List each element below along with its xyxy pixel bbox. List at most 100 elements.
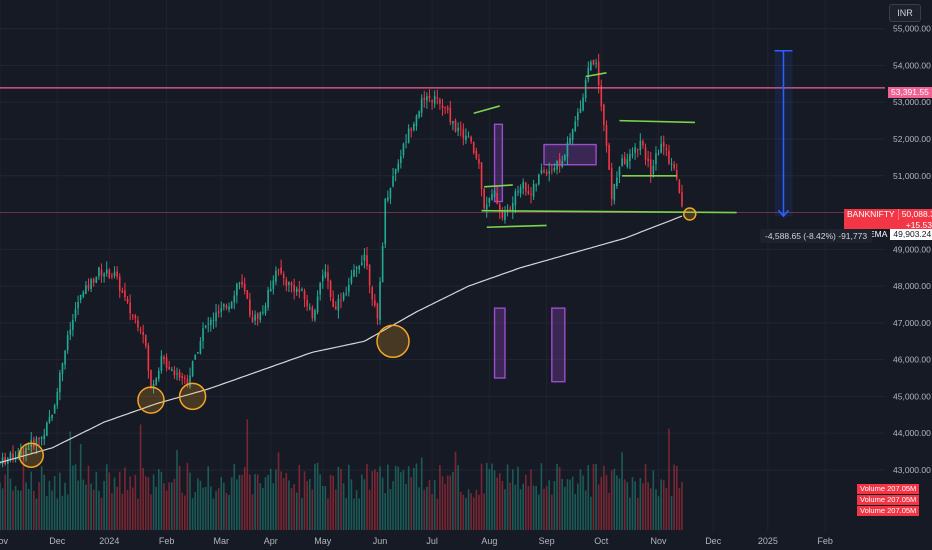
volume-bar (618, 478, 621, 530)
candle (441, 105, 444, 108)
candle (288, 282, 290, 285)
volume-bar (306, 481, 308, 530)
price-tick-label: 51,000.00 (893, 171, 931, 181)
volume-bar (184, 495, 186, 530)
volume-bar (592, 463, 595, 530)
volume-bar (433, 480, 436, 530)
time-tick-label: May (314, 536, 332, 546)
volume-bar (319, 474, 321, 530)
volume-bar (254, 474, 256, 530)
candle (118, 276, 121, 291)
highlight-circle[interactable] (683, 207, 697, 221)
highlight-box[interactable] (493, 123, 504, 203)
candle (111, 275, 113, 277)
ema-last-price: 49,903.24 (893, 229, 932, 239)
volume-bar (160, 471, 163, 530)
volume-bar (475, 489, 478, 530)
volume-bar (40, 466, 43, 530)
currency-selector[interactable]: INR (889, 4, 921, 22)
volume-bar (405, 484, 407, 530)
candle (590, 62, 592, 71)
trend-line[interactable] (473, 105, 500, 115)
price-axis[interactable]: 55,000.00 54,000.00 53,000.00 52,000.00 51,0… (893, 24, 931, 475)
candle (150, 369, 152, 388)
support-lines[interactable] (473, 72, 737, 229)
volume-bar (262, 488, 264, 530)
highlight-boxes[interactable] (493, 123, 597, 383)
price-tick-label: 46,000.00 (893, 355, 931, 365)
trend-line[interactable] (585, 72, 607, 78)
candle (223, 304, 225, 307)
candle (95, 276, 98, 283)
highlight-circle[interactable] (18, 442, 44, 468)
candle (269, 288, 272, 292)
ema-line (0, 215, 683, 464)
volume-bar (540, 463, 543, 530)
volume-bar (251, 494, 254, 530)
volume-bar (587, 465, 590, 530)
highlight-circle[interactable] (137, 386, 165, 414)
volume-bar (225, 492, 228, 530)
volume-bar (639, 478, 642, 530)
candle (173, 370, 176, 376)
volume-bar (124, 467, 126, 530)
volume-bar (374, 469, 376, 530)
highlight-box[interactable] (551, 307, 566, 383)
horizontal-lines[interactable] (0, 87, 885, 213)
volume-bar (631, 477, 634, 530)
volume-bar (7, 457, 9, 530)
candle (321, 275, 324, 282)
candle (124, 290, 126, 298)
resistance-price-tag: 53,391.55 (888, 87, 932, 98)
candle (197, 352, 199, 354)
candle (522, 182, 524, 189)
volume-bar (350, 479, 353, 530)
volume-bar (579, 469, 582, 530)
highlight-circle[interactable] (376, 324, 410, 358)
candle (415, 115, 418, 127)
candle (61, 363, 64, 374)
candle (392, 176, 394, 187)
candle (446, 107, 449, 110)
volume-bar (543, 488, 545, 530)
candle (381, 245, 384, 283)
candle (545, 172, 548, 174)
candle (491, 194, 493, 200)
trend-line[interactable] (481, 209, 737, 214)
candle (459, 127, 462, 129)
volume-bar (217, 488, 220, 530)
candle (17, 455, 20, 457)
highlight-circles[interactable] (18, 207, 697, 468)
candle (85, 285, 87, 294)
volume-bar (85, 484, 87, 530)
highlight-circle[interactable] (178, 382, 207, 411)
volume-bar (511, 469, 514, 530)
candle (160, 355, 163, 371)
volume-bar (561, 478, 564, 530)
volume-bar (144, 476, 147, 530)
candle (199, 341, 202, 354)
candle (66, 335, 69, 351)
price-tick-label: 49,000.00 (893, 244, 931, 254)
volume-bar (538, 494, 540, 530)
time-axis[interactable]: Nov Dec 2024 Feb Mar Apr May Jun Jul Aug Sep Oct Nov… (0, 536, 833, 546)
candle (436, 97, 439, 99)
trend-line[interactable] (619, 119, 696, 124)
measure-arrow[interactable] (774, 50, 793, 218)
candle (236, 283, 238, 296)
candle (51, 414, 53, 419)
candle (532, 183, 535, 197)
highlight-box[interactable] (543, 143, 597, 166)
price-tick-label: 44,000.00 (893, 428, 931, 438)
volume-bar (87, 465, 90, 530)
candle (324, 271, 327, 277)
volume-bar (564, 486, 566, 530)
trend-line[interactable] (486, 224, 547, 229)
trend-line[interactable] (484, 184, 513, 188)
volume-bar (519, 489, 522, 530)
candle (371, 287, 374, 300)
highlight-box[interactable] (493, 307, 506, 379)
measure-arrowhead[interactable] (777, 209, 790, 218)
volume-bar (402, 469, 405, 530)
